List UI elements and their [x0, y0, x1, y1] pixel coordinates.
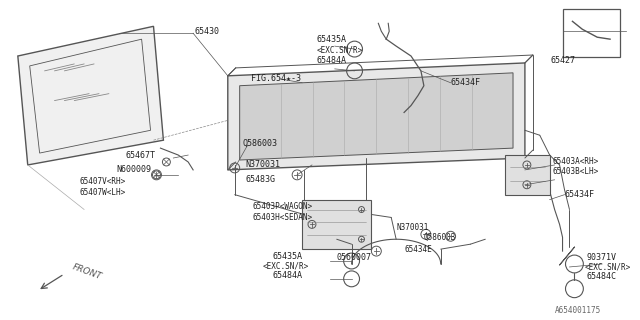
Text: 65483G: 65483G [246, 175, 276, 184]
Text: N600009: N600009 [117, 165, 152, 174]
Text: 65467T: 65467T [126, 150, 156, 160]
Text: 65434F: 65434F [564, 190, 595, 199]
Text: 65434F: 65434F [451, 78, 481, 87]
Text: 65403A<RH>: 65403A<RH> [552, 157, 599, 166]
Polygon shape [239, 73, 513, 160]
Text: 65435A: 65435A [273, 252, 302, 260]
Text: A654001175: A654001175 [555, 306, 601, 315]
Text: 90371V: 90371V [586, 252, 616, 261]
Text: 65484C: 65484C [586, 272, 616, 281]
Text: Q586003: Q586003 [424, 233, 456, 242]
Text: 0560007: 0560007 [337, 252, 372, 261]
Text: <EXC.SN/R>: <EXC.SN/R> [262, 261, 308, 270]
Text: 65407W<LH>: 65407W<LH> [79, 188, 125, 197]
Bar [302, 200, 371, 249]
Text: N370031: N370031 [396, 223, 429, 232]
Bar [563, 10, 620, 57]
Text: Q586003: Q586003 [243, 139, 278, 148]
Text: <EXC.SN/R>: <EXC.SN/R> [584, 262, 630, 271]
Polygon shape [18, 26, 163, 165]
Text: FIG.654★-3: FIG.654★-3 [251, 74, 301, 83]
Polygon shape [228, 63, 525, 170]
Text: 65427: 65427 [550, 56, 575, 66]
Text: 65407V<RH>: 65407V<RH> [79, 177, 125, 186]
Text: 65435A: 65435A [317, 35, 347, 44]
Text: 65434E: 65434E [404, 244, 432, 254]
Text: 65484A: 65484A [273, 271, 302, 280]
Text: 65484A: 65484A [317, 56, 347, 66]
Text: <EXC.SN/R>: <EXC.SN/R> [317, 45, 363, 55]
Text: FRONT: FRONT [71, 262, 103, 281]
Text: 65403H<SEDAN>: 65403H<SEDAN> [253, 213, 313, 222]
Text: 65403P<WAGON>: 65403P<WAGON> [253, 202, 313, 211]
Bar [505, 155, 550, 195]
Text: N370031: N370031 [246, 160, 280, 170]
Text: 65430: 65430 [194, 27, 219, 36]
Text: 65403B<LH>: 65403B<LH> [552, 167, 599, 176]
